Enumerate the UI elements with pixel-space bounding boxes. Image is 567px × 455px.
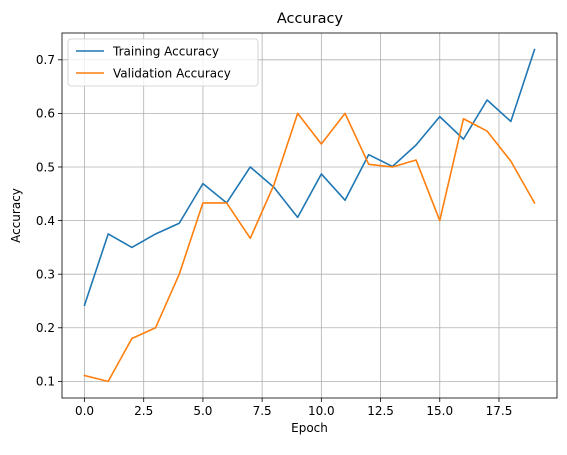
y-tick-label: 0.1 [36, 375, 55, 389]
x-axis-label: Epoch [291, 421, 328, 435]
y-axis-label: Accuracy [9, 188, 23, 243]
plot-frame [61, 32, 558, 399]
y-tick-label: 0.3 [36, 267, 55, 281]
x-tick-label: 7.5 [253, 404, 272, 418]
series-lines [83, 48, 536, 383]
x-tick-label: 5.0 [193, 404, 212, 418]
legend-label-0: Training Accuracy [112, 44, 219, 58]
legend: Training Accuracy Validation Accuracy [67, 38, 259, 87]
x-tick-label: 17.5 [486, 404, 513, 418]
y-tick-label: 0.2 [36, 321, 55, 335]
legend-label-1: Validation Accuracy [113, 66, 231, 80]
y-tick-label: 0.4 [36, 214, 55, 228]
x-tick-label: 15.0 [426, 404, 453, 418]
grid [62, 33, 557, 398]
x-tick-label: 12.5 [367, 404, 394, 418]
x-tick-label: 0.0 [75, 404, 94, 418]
x-tick-label: 2.5 [134, 404, 153, 418]
y-tick-label: 0.5 [36, 160, 55, 174]
axis-ticks: 0.0 2.5 5.0 7.5 10.0 12.5 15.0 17.5 0.1 0.2 0.3 0.4… [36, 53, 512, 418]
y-tick-label: 0.6 [36, 107, 55, 121]
y-tick-label: 0.7 [36, 53, 55, 67]
chart-title: Accuracy [277, 11, 344, 27]
x-tick-label: 10.0 [308, 404, 335, 418]
legend-box [67, 38, 259, 87]
series-line-1 [83, 112, 536, 383]
